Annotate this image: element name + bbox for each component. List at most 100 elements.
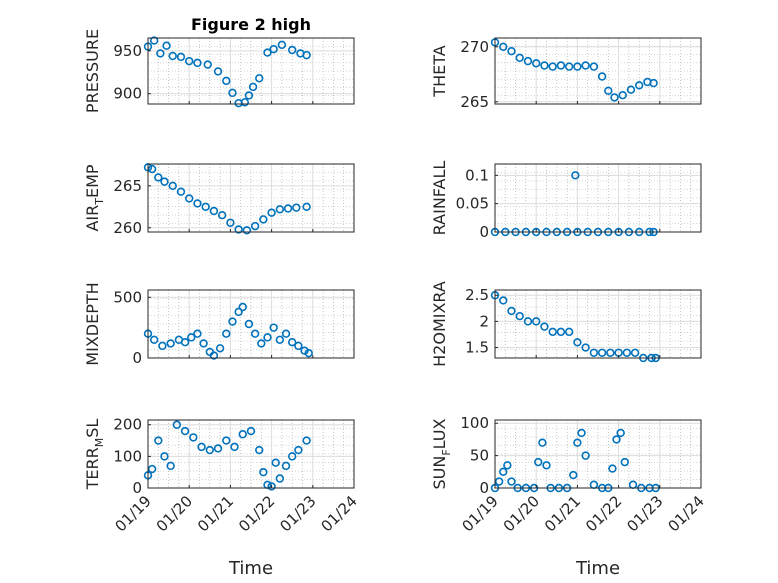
data-point: [507, 306, 516, 316]
axes-box: [494, 289, 702, 359]
data-point: [620, 457, 629, 467]
data-point: [507, 477, 516, 486]
data-point: [622, 348, 632, 357]
data-point: [610, 93, 619, 102]
data-point: [531, 317, 541, 326]
subplot-h2omixra: 1.5 2 2.5 H2OMIXRA: [430, 281, 702, 367]
data-point: [160, 177, 169, 186]
axes-box: [147, 163, 355, 233]
data-point: [240, 98, 250, 107]
data-point: [269, 323, 278, 332]
y-tick-label: 0: [132, 479, 142, 497]
data-point: [149, 36, 159, 45]
data-point: [228, 317, 237, 326]
y-tick-label: 0.1: [465, 166, 489, 184]
data-point: [283, 204, 293, 213]
subplot-pressure: 900 950 PRESSURE: [83, 29, 355, 113]
data-point: [304, 348, 313, 358]
data-point: [271, 458, 280, 467]
data-point: [494, 477, 504, 486]
y-tick-label: 265: [460, 93, 489, 111]
data-point: [213, 444, 223, 453]
data-point: [581, 61, 590, 70]
data-point: [288, 452, 297, 461]
data-point: [589, 348, 599, 357]
data-point: [288, 338, 297, 347]
data-point: [203, 60, 212, 69]
data-point: [292, 203, 301, 212]
data-point: [162, 41, 171, 50]
data-point: [199, 339, 208, 348]
data-point: [302, 50, 311, 60]
y-axis-label: SUNFLUX: [430, 418, 453, 489]
subplot-rainfall: 0 0.05 0.1 RAINFALL: [430, 161, 702, 241]
y-tick-label: 0.05: [456, 195, 489, 213]
data-point: [217, 211, 227, 220]
data-point: [542, 461, 551, 470]
axes-box: [494, 163, 702, 233]
data-point: [618, 90, 627, 100]
data-point: [187, 333, 196, 342]
data-point: [649, 78, 658, 88]
y-axis-label: RAINFALL: [430, 161, 449, 236]
subplot-air-temp: 260 265 AIRTEMP: [83, 163, 355, 237]
data-point: [277, 40, 287, 50]
data-point: [215, 344, 225, 353]
data-point: [201, 202, 210, 212]
data-point: [300, 346, 309, 355]
data-point: [205, 445, 215, 455]
data-point: [569, 470, 578, 480]
data-point: [556, 61, 566, 70]
data-point: [302, 202, 311, 212]
y-tick-label: 50: [470, 447, 489, 465]
data-point: [228, 88, 237, 98]
data-point: [222, 76, 231, 86]
data-point: [259, 215, 268, 224]
y-axis-label: THETA: [430, 45, 449, 97]
data-point: [193, 329, 202, 338]
data-point: [185, 56, 194, 66]
data-point: [248, 82, 258, 92]
y-axis-label: MIXDEPTH: [83, 282, 102, 365]
data-point: [257, 339, 266, 348]
data-point: [176, 187, 186, 196]
y-axis-label: PRESSURE: [83, 29, 102, 113]
data-point: [250, 221, 260, 231]
data-point: [616, 428, 625, 438]
data-point: [288, 45, 297, 55]
data-point: [294, 341, 303, 351]
data-point: [507, 46, 516, 56]
data-point: [197, 442, 206, 452]
data-point: [573, 62, 582, 71]
data-point: [556, 327, 566, 337]
data-point: [634, 81, 644, 90]
data-point: [147, 164, 157, 174]
data-point: [147, 464, 157, 474]
data-point: [154, 173, 163, 182]
data-point: [185, 194, 194, 203]
y-tick-label: 100: [460, 414, 489, 432]
data-point: [242, 226, 252, 235]
data-point: [573, 438, 582, 447]
data-point: [234, 225, 243, 234]
data-point: [573, 338, 582, 347]
y-tick-label: 265: [113, 177, 142, 195]
y-axis-label: H2OMIXRA: [430, 281, 449, 367]
data-point: [230, 442, 239, 452]
data-point: [244, 319, 254, 329]
data-point: [523, 317, 533, 326]
data-point: [172, 420, 182, 429]
data-point: [577, 428, 586, 438]
data-point: [597, 72, 607, 81]
figure-title: Figure 2 high: [191, 15, 311, 34]
data-point: [581, 451, 590, 460]
data-point: [168, 181, 177, 191]
data-point: [581, 343, 590, 352]
data-point: [259, 467, 268, 477]
data-point: [180, 338, 190, 347]
data-point: [209, 351, 219, 360]
y-tick-label: 950: [113, 42, 142, 60]
data-point: [269, 44, 278, 54]
y-tick-label: 1.5: [465, 339, 489, 357]
